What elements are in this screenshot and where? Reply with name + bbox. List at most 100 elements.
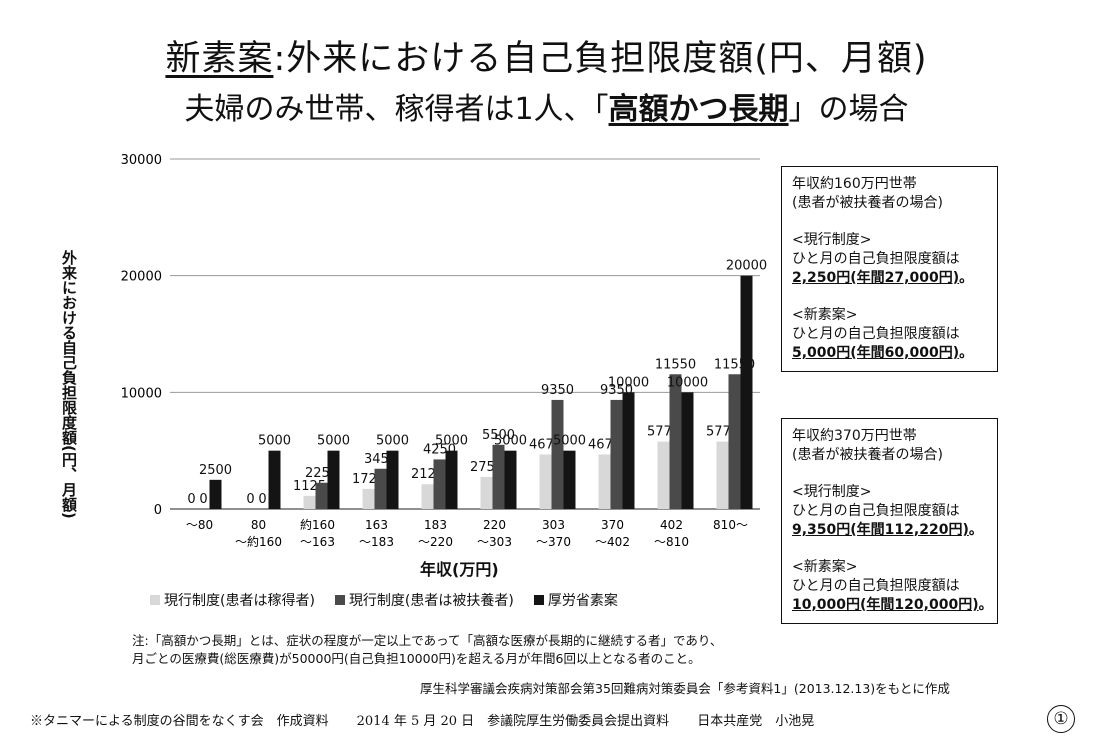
subtitle-pre: 夫婦のみ世帯、稼得者は1人、「 [184, 92, 609, 127]
bar [303, 495, 316, 509]
data-label: 10000 [667, 375, 708, 390]
box-line: ひと月の自己負担限度額は [792, 251, 960, 267]
bar [610, 399, 623, 509]
box-line: 年収約160万円世帯 [792, 176, 917, 192]
y-tick-label: 0 [154, 503, 162, 518]
x-tick-label: 80 [251, 518, 266, 532]
box-amount-end: 。 [959, 270, 974, 286]
footer-right: 日本共産党 小池晃 [697, 714, 815, 729]
box-line: ひと月の自己負担限度額は [792, 326, 960, 342]
x-tick-label: 183 [424, 518, 447, 532]
bar [740, 275, 753, 509]
title-underlined: 新素案 [165, 39, 274, 79]
box-amount-end: 。 [978, 597, 993, 613]
box-amount-end: 。 [968, 522, 983, 538]
footnote-line: 月ごとの医療費(総医療費)が50000円(自己負担10000円)を超える月が年間… [132, 651, 701, 666]
x-tick-label: ～370 [536, 535, 571, 549]
data-label: 5000 [553, 434, 586, 449]
box-line: <現行制度> [792, 232, 872, 248]
data-label: 0 [258, 492, 266, 507]
box-amount: 2,250円(年間27,000円)。 [792, 269, 987, 288]
bar [209, 479, 222, 509]
box-line: ひと月の自己負担限度額は [792, 578, 960, 594]
data-label: 5500 [482, 428, 515, 443]
bar [681, 392, 694, 509]
x-tick-label: ～183 [359, 535, 394, 549]
subtitle-bold: 高額かつ長期 [608, 92, 789, 127]
legend: 現行制度(患者は稼得者) 現行制度(患者は被扶養者) 厚労省素案 [150, 590, 618, 610]
box-line: <新素案> [792, 307, 858, 323]
data-label: 9350 [541, 383, 574, 398]
data-label: 5000 [258, 434, 291, 449]
footer-mid: 2014 年 5 月 20 日 参議院厚生労働委員会提出資料 [356, 714, 670, 729]
bar [657, 441, 670, 509]
data-label: 5000 [317, 434, 350, 449]
box-line: (患者が被扶養者の場合) [792, 195, 943, 211]
data-label: 11550 [655, 357, 696, 372]
bar [445, 450, 458, 509]
bar [598, 454, 611, 509]
box-amount: 9,350円(年間112,220円)。 [792, 521, 987, 540]
legend-label: 現行制度(患者は被扶養者) [348, 593, 514, 609]
x-tick-label: 220 [483, 518, 506, 532]
x-tick-label: 約160 [300, 517, 335, 532]
data-label: 5000 [376, 434, 409, 449]
data-label: 5000 [435, 434, 468, 449]
y-tick-label: 30000 [121, 153, 162, 168]
data-label: 0 [246, 492, 254, 507]
data-label: 2500 [199, 463, 232, 478]
bar [480, 476, 493, 509]
box-amount: 5,000円(年間60,000円)。 [792, 344, 987, 363]
bar [433, 459, 446, 509]
legend-item-current-earner: 現行制度(患者は稼得者) [150, 590, 315, 610]
footnote: 注:「高額かつ長期」とは、症状の程度が一定以上であって「高額な医療が長期的に継続… [132, 632, 722, 668]
page-subtitle: 夫婦のみ世帯、稼得者は1人、「高額かつ長期」の場合 [0, 84, 1093, 128]
box-amount: 10,000円(年間120,000円)。 [792, 596, 993, 615]
bar [669, 374, 682, 509]
box-line: (患者が被扶養者の場合) [792, 447, 943, 463]
bar [315, 482, 328, 509]
x-tick-label: 303 [542, 518, 565, 532]
y-axis-label: 外来における自己負担限度額(円、月額) [60, 250, 78, 519]
box-line: 年収約370万円世帯 [792, 428, 917, 444]
data-label: 5000 [494, 434, 527, 449]
bar [551, 399, 564, 509]
legend-item-current-dependent: 現行制度(患者は被扶養者) [334, 590, 514, 610]
x-tick-label: ～810 [654, 535, 689, 549]
x-tick-label: 370 [601, 518, 624, 532]
legend-label: 現行制度(患者は稼得者) [164, 593, 315, 609]
legend-item-mhlw-draft: 厚労省素案 [533, 590, 618, 610]
bar [539, 454, 552, 509]
box-amount-value: 5,000円(年間60,000円) [792, 345, 960, 361]
x-tick-label: 163 [365, 518, 388, 532]
legend-swatch [533, 595, 544, 605]
y-tick-label: 20000 [121, 270, 162, 285]
info-box-370: 年収約370万円世帯 (患者が被扶養者の場合) <現行制度> ひと月の自己負担限… [781, 418, 998, 624]
footer-left: ※タニマーによる制度の谷間をなくす会 作成資料 [30, 714, 329, 729]
x-tick-label: ～80 [186, 518, 213, 532]
page-number: ① [1047, 705, 1075, 733]
x-tick-label: 402 [660, 518, 683, 532]
box-line: ひと月の自己負担限度額は [792, 503, 960, 519]
box-amount-value: 2,250円(年間27,000円) [792, 270, 960, 286]
data-label: 20000 [726, 259, 767, 274]
x-tick-label: ～約160 [235, 534, 282, 549]
x-tick-label: ～303 [477, 535, 512, 549]
box-amount-end: 。 [959, 345, 974, 361]
x-tick-label: 810～ [713, 518, 748, 532]
box-line: <新素案> [792, 559, 858, 575]
footer: ※タニマーによる制度の谷間をなくす会 作成資料 2014 年 5 月 20 日 … [30, 710, 814, 729]
data-label: 0 [199, 492, 207, 507]
y-tick-label: 10000 [121, 386, 162, 401]
bar [421, 484, 434, 509]
bar [327, 450, 340, 509]
legend-label: 厚労省素案 [547, 593, 618, 609]
legend-swatch [150, 595, 160, 605]
bar [268, 450, 281, 509]
data-label: 0 [187, 492, 195, 507]
box-line: <現行制度> [792, 484, 872, 500]
page-title: 新素案:外来における自己負担限度額(円、月額) [0, 30, 1093, 81]
bar [386, 450, 399, 509]
bar [563, 450, 576, 509]
